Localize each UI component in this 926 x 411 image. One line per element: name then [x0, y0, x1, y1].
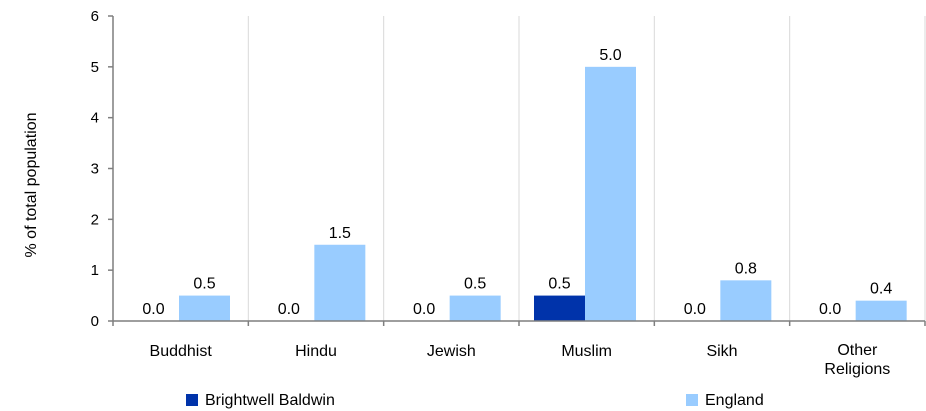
category-label: Jewish	[427, 343, 476, 360]
grid-lines	[247, 16, 926, 321]
legend: Brightwell Baldwin England	[186, 392, 764, 409]
y-tick-label: 4	[91, 110, 99, 127]
data-label: 0.0	[684, 301, 706, 318]
category-label: Hindu	[295, 343, 337, 360]
legend-swatch	[186, 394, 198, 406]
category-label: Other Religions	[824, 342, 890, 378]
data-label: 0.4	[870, 281, 892, 298]
bar	[720, 280, 772, 321]
category-label: Muslim	[561, 343, 612, 360]
y-tick-label: 5	[91, 59, 99, 76]
data-label: 0.0	[819, 301, 841, 318]
data-label: 0.8	[735, 260, 757, 277]
bar	[449, 295, 501, 321]
x-category-labels: Buddhist Hindu Jewish Muslim Sikh Other Religi…	[150, 342, 891, 378]
data-label: 5.0	[599, 47, 621, 64]
axes	[108, 15, 926, 326]
data-label: 0.0	[413, 301, 435, 318]
data-label: 0.5	[193, 276, 215, 293]
category-label: Sikh	[706, 343, 737, 360]
bar	[534, 295, 585, 321]
y-tick-labels: 0 1 2 3 4 5 6	[91, 8, 99, 330]
y-axis-label: % of total population	[23, 113, 40, 258]
bar	[585, 66, 636, 321]
category-label: Buddhist	[150, 343, 213, 360]
data-labels: 0.0 0.0 0.0 0.5 0.0 0.0 0.5 1.5 0.5 5.0 0.8 0.4	[142, 47, 892, 318]
y-tick-label: 6	[91, 8, 99, 25]
legend-label: Brightwell Baldwin	[205, 392, 335, 409]
bars	[179, 66, 907, 321]
legend-label: England	[705, 392, 764, 409]
data-label: 1.5	[329, 225, 351, 242]
bar	[314, 244, 366, 321]
legend-swatch	[686, 394, 698, 406]
data-label: 0.5	[464, 276, 486, 293]
bar	[179, 295, 230, 321]
data-label: 0.0	[278, 301, 300, 318]
y-tick-label: 1	[91, 262, 99, 279]
y-tick-label: 0	[91, 313, 99, 330]
data-label: 0.0	[142, 301, 164, 318]
y-tick-label: 2	[91, 211, 99, 228]
data-label: 0.5	[548, 276, 570, 293]
y-tick-label: 3	[91, 161, 99, 178]
bar	[855, 300, 907, 321]
